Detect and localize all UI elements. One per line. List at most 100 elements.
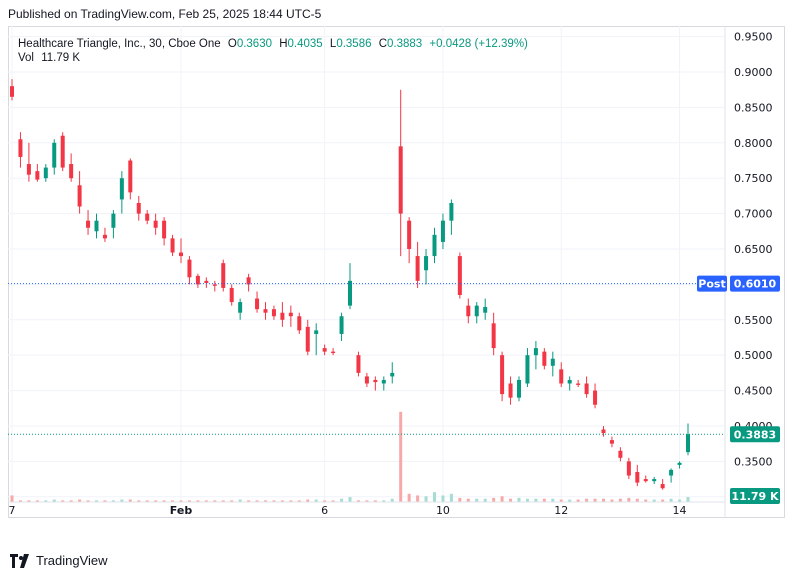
candle-body <box>229 287 234 303</box>
candle-body <box>102 234 107 239</box>
volume-bar <box>297 500 301 502</box>
volume-bar <box>331 500 335 502</box>
footer-brand: TradingView <box>10 553 108 568</box>
volume-bar <box>475 498 479 502</box>
change-value: +0.0428 (+12.39%) <box>429 38 528 50</box>
volume-bar <box>230 500 234 502</box>
candle-body <box>669 469 674 476</box>
time-tick-label: 14 <box>673 504 687 517</box>
volume-bar <box>187 500 191 502</box>
candle-body <box>584 383 589 395</box>
candle-body <box>348 280 352 306</box>
price-tick-label: 0.4500 <box>734 385 773 398</box>
volume-bar <box>559 499 563 502</box>
volume-bar <box>44 500 48 502</box>
volume-bar <box>111 500 115 502</box>
candle-body <box>474 305 479 317</box>
candle-body <box>635 471 640 483</box>
candle-body <box>35 171 40 180</box>
candle-body <box>415 256 420 281</box>
volume-bar <box>449 493 453 502</box>
candle-body <box>533 348 538 356</box>
candle-body <box>238 302 243 313</box>
volume-bar <box>356 500 360 502</box>
volume-bar <box>441 495 445 502</box>
volume-bar <box>10 495 14 502</box>
candle-body <box>466 305 471 317</box>
candle-body <box>10 86 14 97</box>
price-tick-label: 0.9500 <box>734 31 773 44</box>
time-tick-label: 6 <box>321 504 328 517</box>
volume-tag-box <box>730 488 780 504</box>
price-tags: Post 0.6010 0.3883 11.79 K <box>697 275 780 504</box>
candle-body <box>457 256 462 296</box>
close-label: C <box>378 38 388 50</box>
candle-body <box>297 316 302 331</box>
volume-bar <box>686 497 690 502</box>
candle-body <box>609 440 614 444</box>
candle-body <box>128 160 133 193</box>
volume-bar <box>433 492 436 502</box>
volume-bar <box>424 496 428 502</box>
candle-body <box>26 164 31 175</box>
price-chart[interactable]: 0.9500 0.9000 0.8500 0.8000 0.7500 0.7000 0.65… <box>8 26 785 518</box>
candle-body <box>364 376 369 384</box>
candle-body <box>660 484 665 489</box>
candle-body <box>449 202 454 221</box>
volume-bar <box>551 498 555 502</box>
candle-body <box>52 142 57 168</box>
volume-bar <box>27 500 31 502</box>
volume-bar <box>593 498 597 502</box>
low-value: 0.3586 <box>336 38 372 50</box>
volume-bar <box>18 500 22 502</box>
volume-bar <box>340 498 344 502</box>
volume-bar <box>204 500 208 502</box>
chart-frame <box>8 26 785 518</box>
price-tick-label: 0.8500 <box>734 101 773 114</box>
candle-body <box>339 316 344 334</box>
volume-bar <box>314 499 318 502</box>
volume-bar <box>86 500 90 502</box>
volume-bar <box>35 500 39 502</box>
post-price-box <box>730 275 780 292</box>
candle-body <box>314 330 319 334</box>
candle-body <box>60 135 65 168</box>
volume-bar <box>348 497 352 502</box>
candle-body <box>69 164 74 179</box>
candle-body <box>263 309 268 313</box>
volume-bar <box>196 500 200 502</box>
candle-body <box>280 312 285 320</box>
time-tick-label: 7 <box>9 504 16 517</box>
price-tick-label: 0.3500 <box>734 455 773 468</box>
candle-body <box>170 238 175 253</box>
volume-bar <box>154 500 158 502</box>
volume-bar <box>247 500 251 502</box>
candle-body <box>271 309 276 317</box>
candle-body <box>559 369 564 384</box>
volume-bar <box>602 498 605 502</box>
candle-body <box>440 220 445 242</box>
volume-bar <box>280 500 284 502</box>
volume-bar <box>61 500 65 502</box>
open-label: O <box>227 38 237 50</box>
candle-body <box>381 379 386 384</box>
close-value: 0.3883 <box>387 38 423 50</box>
volume-legend: Vol 11.79 K <box>18 52 80 64</box>
price-tick-label: 0.7500 <box>734 172 773 185</box>
time-tick-label: 12 <box>554 504 568 517</box>
open-value: 0.3630 <box>236 38 272 50</box>
volume-bar <box>264 500 267 502</box>
volume-bar <box>103 500 107 502</box>
volume-bar <box>145 500 149 502</box>
volume-bar <box>323 500 327 502</box>
axes: 0.9500 0.9000 0.8500 0.8000 0.7500 0.7000 0.65… <box>8 26 773 518</box>
volume-tag-value: 11.79 K <box>731 490 779 503</box>
candle-body <box>491 323 496 349</box>
volume-bar <box>390 498 394 502</box>
volume-bar <box>669 498 673 502</box>
volume-bar <box>492 497 496 502</box>
high-value: 0.4035 <box>287 38 323 50</box>
candle-body <box>86 220 91 228</box>
volume-bar <box>407 493 411 502</box>
candle-body <box>593 390 598 405</box>
